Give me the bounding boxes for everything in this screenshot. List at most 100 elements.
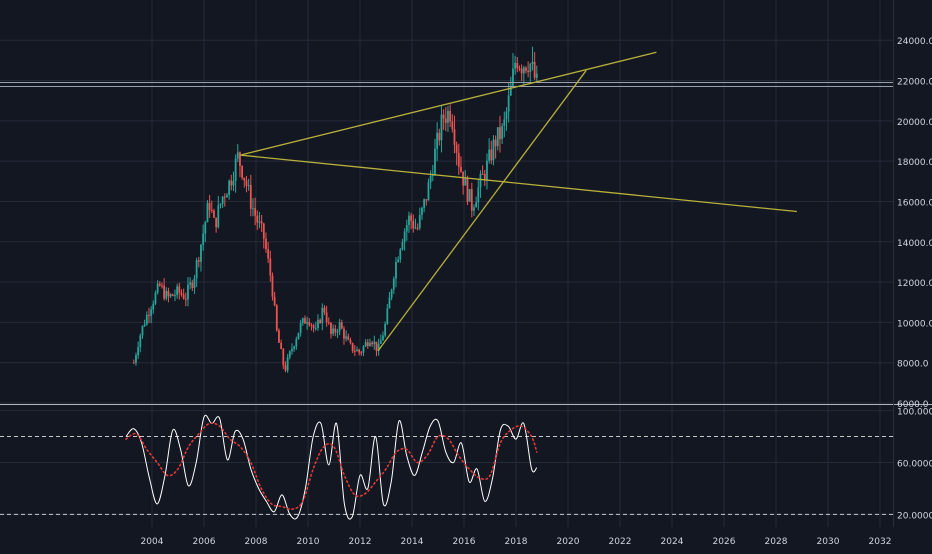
candle-body — [254, 208, 257, 216]
candle-body — [462, 171, 465, 186]
time-axis-tick-label: 2016 — [453, 537, 476, 547]
candle-body — [241, 166, 244, 178]
price-axis-tick-label: 22000.0 — [897, 78, 932, 88]
candle-body — [249, 184, 252, 209]
price-axis-tick-label: 18000.0 — [897, 158, 932, 168]
price-axis-tick-label: 24000.0 — [897, 37, 932, 47]
stoch-axis-tick-label: 20.0000 — [897, 511, 932, 521]
time-axis-tick-label: 2024 — [661, 537, 684, 547]
candle-body — [455, 144, 458, 153]
drawing-tools[interactable] — [0, 51, 893, 351]
time-axis-tick-label: 2026 — [713, 537, 736, 547]
candle-body — [434, 148, 436, 175]
candle-body — [358, 349, 361, 353]
candle-body — [488, 149, 491, 161]
candle-body — [187, 284, 189, 300]
candle-body — [453, 129, 456, 145]
candle-body — [494, 139, 497, 147]
candle-body — [265, 238, 267, 250]
candle-body — [230, 180, 233, 186]
time-axis-tick-label: 2028 — [765, 537, 788, 547]
stoch-axis-tick-label: 60.0000 — [897, 459, 932, 469]
candle-body — [189, 282, 192, 285]
candle-body — [442, 114, 445, 119]
candle-body — [314, 328, 317, 330]
candle-body — [429, 175, 432, 183]
time-axis-tick-label: 2012 — [349, 537, 372, 547]
candle-body — [527, 70, 530, 73]
candle-body — [176, 286, 179, 296]
price-candles — [132, 46, 538, 373]
candle-body — [304, 318, 306, 324]
stoch-k-line — [125, 414, 538, 520]
candle-body — [351, 342, 354, 352]
candle-body — [219, 203, 222, 206]
candle-body — [520, 68, 523, 74]
trendline[interactable] — [240, 154, 797, 213]
candle-body — [468, 189, 471, 202]
candle-body — [535, 73, 538, 78]
candle-body — [288, 351, 291, 358]
candle-body — [245, 180, 248, 186]
time-axis-tick-label: 2032 — [869, 537, 892, 547]
candle-body — [421, 207, 423, 215]
candle-body — [167, 290, 170, 297]
candle-body — [366, 342, 369, 347]
candle-body — [477, 187, 480, 203]
candle-body — [312, 325, 315, 329]
candle-body — [210, 210, 213, 212]
candle-body — [473, 207, 475, 211]
candle-body — [486, 160, 488, 180]
candle-body — [438, 132, 441, 141]
candle-body — [154, 292, 157, 304]
trendline[interactable] — [240, 51, 657, 156]
candle-body — [356, 349, 358, 352]
candle-body — [308, 322, 311, 325]
candle-body — [382, 335, 384, 341]
candle-body — [327, 322, 330, 324]
candle-body — [258, 221, 261, 223]
candle-body — [180, 292, 183, 295]
candle-body — [403, 231, 406, 243]
time-axis-tick-label: 2014 — [401, 537, 424, 547]
candle-body — [457, 152, 460, 167]
candle-body — [395, 261, 397, 279]
candle-body — [470, 189, 473, 211]
candle-body — [148, 314, 150, 316]
candle-body — [236, 152, 239, 159]
candle-body — [200, 244, 202, 262]
candle-body — [156, 283, 159, 293]
candle-body — [256, 215, 259, 223]
candle-body — [436, 132, 439, 149]
candle-body — [286, 357, 289, 371]
trendline[interactable] — [377, 70, 587, 351]
candle-body — [444, 118, 447, 123]
candle-body — [340, 322, 343, 329]
candle-body — [226, 194, 228, 198]
stochastic-panel — [0, 414, 893, 520]
candle-body — [215, 217, 218, 228]
candle-body — [360, 352, 363, 354]
candle-body — [481, 173, 484, 175]
candle-body — [449, 110, 452, 122]
candle-body — [174, 295, 176, 297]
candle-body — [507, 95, 510, 112]
candle-body — [384, 323, 387, 336]
candle-body — [338, 322, 341, 332]
time-axis-tick-label: 2006 — [193, 537, 216, 547]
candle-body — [525, 67, 527, 71]
candle-body — [503, 119, 506, 126]
candle-body — [373, 341, 376, 345]
candle-body — [336, 331, 339, 333]
candle-body — [278, 330, 280, 343]
price-axis-tick-label: 20000.0 — [897, 118, 932, 128]
candle-body — [161, 285, 163, 287]
candle-body — [204, 222, 207, 234]
candle-body — [325, 312, 328, 323]
candle-body — [323, 307, 326, 313]
candle-body — [431, 174, 434, 176]
candle-body — [295, 339, 298, 347]
candle-body — [531, 61, 534, 65]
